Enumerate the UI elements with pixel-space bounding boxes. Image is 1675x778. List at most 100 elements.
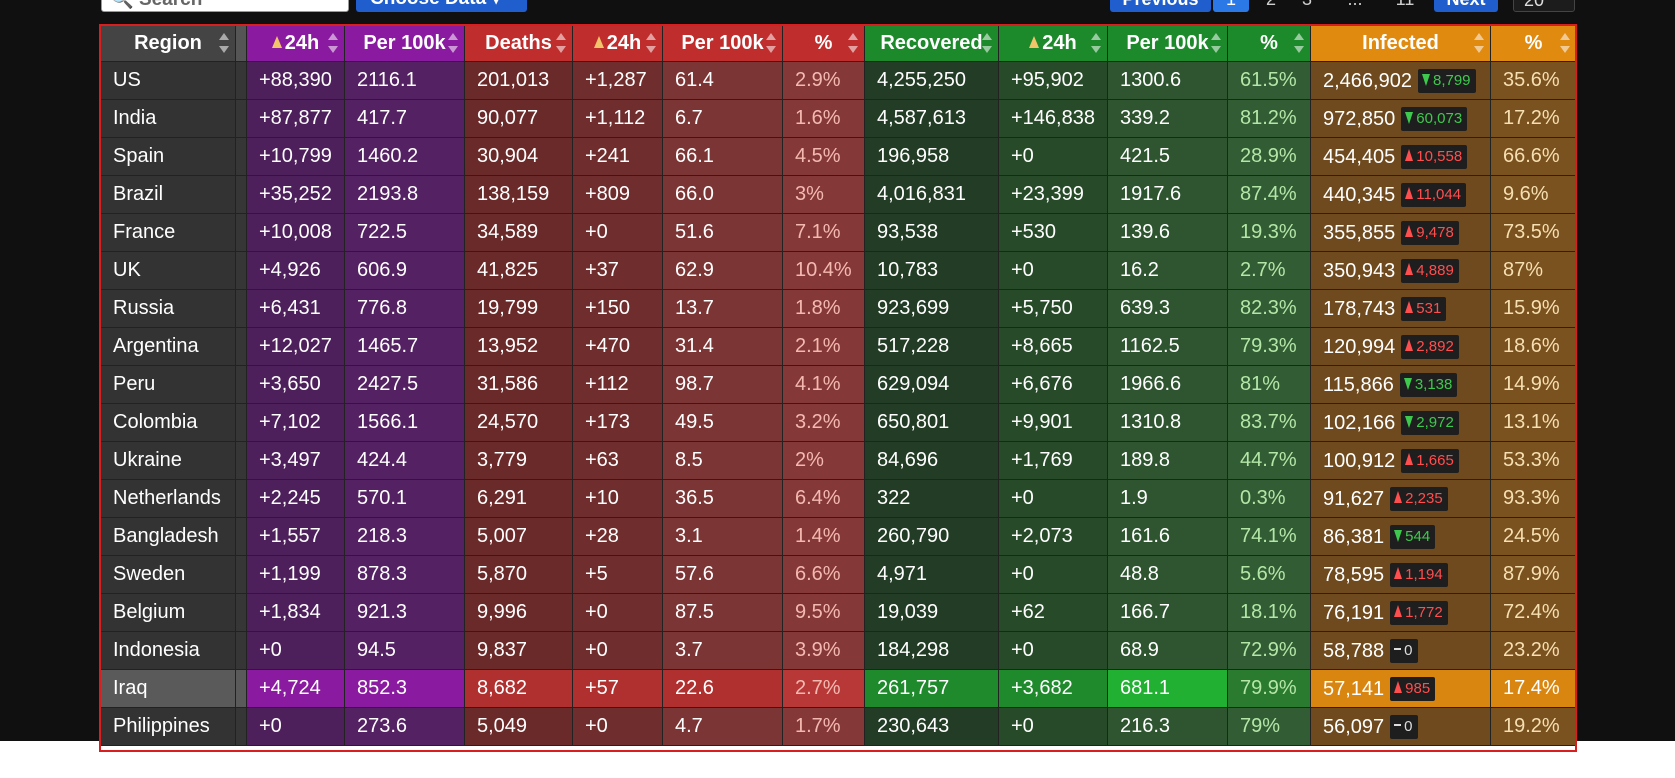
cell-cases-per-100k-value: 852.3 (357, 677, 408, 699)
search-input[interactable]: 🔍 Search (101, 0, 349, 12)
table-row[interactable]: Argentina +12,027 1465.7 13,952 +470 31.4 2.1%… (100, 327, 1576, 366)
cell-deaths-per-100k-value: 36.5 (675, 487, 714, 509)
cell-deaths-pct-value: 10.4% (795, 259, 852, 281)
cell-recovered-per-100k: 1310.8 (1107, 403, 1228, 442)
cell-infected: 76,191 1,772 (1310, 593, 1491, 632)
cell-cases-hidden (235, 441, 247, 480)
column-header-cases-hidden[interactable] (235, 24, 247, 62)
cell-deaths-pct-value: 6.4% (795, 487, 841, 509)
page-button[interactable]: 2 (1256, 0, 1286, 12)
sort-icon[interactable] (556, 33, 566, 53)
cell-deaths-24h: +1,112 (572, 99, 663, 138)
table-row[interactable]: Sweden +1,199 878.3 5,870 +5 57.6 6.6% 4,971 +0 4… (100, 555, 1576, 594)
cell-recovered: 10,783 (864, 251, 999, 290)
column-header-deaths-pct[interactable]: % (782, 24, 865, 62)
cell-deaths-24h-value: +63 (585, 449, 619, 471)
column-header-recovered-per-100k[interactable]: Per 100k (1107, 24, 1228, 62)
cell-recovered-value: 184,298 (877, 639, 950, 661)
cell-recovered-value: 230,643 (877, 715, 950, 737)
table-row[interactable]: France +10,008 722.5 34,589 +0 51.6 7.1% 93,538… (100, 213, 1576, 252)
table-row[interactable]: UK +4,926 606.9 41,825 +37 62.9 10.4% 10,783 +0 1… (100, 251, 1576, 290)
infected-change-badge: 2,972 (1401, 410, 1459, 435)
table-row[interactable]: Ukraine +3,497 424.4 3,779 +63 8.5 2% 84,696 +1,… (100, 441, 1576, 480)
cell-cases-per-100k: 94.5 (344, 631, 465, 670)
cell-deaths: 5,007 (464, 517, 573, 556)
table-row[interactable]: Bangladesh +1,557 218.3 5,007 +28 3.1 1.4% 260,… (100, 517, 1576, 556)
column-header-infected[interactable]: Infected (1310, 24, 1491, 62)
sort-icon[interactable] (646, 33, 656, 53)
sort-icon[interactable] (982, 33, 992, 53)
table-row[interactable]: Colombia +7,102 1566.1 24,570 +173 49.5 3.2% 65… (100, 403, 1576, 442)
cell-deaths-per-100k: 51.6 (662, 213, 783, 252)
sort-icon[interactable] (1211, 33, 1221, 53)
cell-region-value: India (113, 107, 157, 129)
sort-icon[interactable] (1560, 33, 1570, 53)
table-row[interactable]: Indonesia +0 94.5 9,837 +0 3.7 3.9% 184,298 +0 68… (100, 631, 1576, 670)
cell-recovered-pct: 18.1% (1227, 593, 1311, 632)
cell-deaths-value: 41,825 (477, 259, 539, 281)
sort-icon[interactable] (766, 33, 776, 53)
sort-icon[interactable] (1091, 33, 1101, 53)
cell-infected: 178,743 531 (1310, 289, 1491, 328)
cell-deaths-pct-value: 3.9% (795, 639, 841, 661)
table-row[interactable]: Brazil +35,252 2193.8 138,159 +809 66.0 3% 4,01… (100, 175, 1576, 214)
column-header-region[interactable]: Region (100, 24, 236, 62)
cell-deaths-value: 138,159 (477, 183, 550, 205)
sort-icon[interactable] (1474, 33, 1484, 53)
cell-cases-hidden (235, 669, 247, 708)
cell-recovered-per-100k-value: 339.2 (1120, 107, 1171, 129)
page-button-current[interactable]: 1 (1213, 0, 1249, 12)
column-header-recovered[interactable]: Recovered (864, 24, 999, 62)
cell-recovered: 4,587,613 (864, 99, 999, 138)
table-row[interactable]: US +88,390 2116.1 201,013 +1,287 61.4 2.9% 4,25… (100, 61, 1576, 100)
table-row[interactable]: Iraq +4,724 852.3 8,682 +57 22.6 2.7% 261,757 +3… (100, 669, 1576, 708)
table-row[interactable]: Peru +3,650 2427.5 31,586 +112 98.7 4.1% 629,09… (100, 365, 1576, 404)
cell-infected: 2,466,902 8,799 (1310, 61, 1491, 100)
cell-recovered-per-100k: 339.2 (1107, 99, 1228, 138)
cell-recovered-per-100k: 68.9 (1107, 631, 1228, 670)
table-row[interactable]: Philippines +0 273.6 5,049 +0 4.7 1.7% 230,643 +… (100, 707, 1576, 746)
cell-cases-24h-value: +7,102 (259, 411, 321, 433)
column-header-cases-24h[interactable]: 24h (246, 24, 345, 62)
table-row[interactable]: Netherlands +2,245 570.1 6,291 +10 36.5 6.4% 32… (100, 479, 1576, 518)
sort-icon[interactable] (848, 33, 858, 53)
page-size-select[interactable]: 20 (1513, 0, 1575, 12)
cell-infected-pct-value: 13.1% (1503, 411, 1560, 433)
page-button[interactable]: 11 (1390, 0, 1420, 12)
table-row[interactable]: Spain +10,799 1460.2 30,904 +241 66.1 4.5% 196,… (100, 137, 1576, 176)
sort-icon[interactable] (219, 33, 229, 53)
column-header-recovered-24h[interactable]: 24h (998, 24, 1108, 62)
column-header-deaths-24h[interactable]: 24h (572, 24, 663, 62)
table-row[interactable]: Belgium +1,834 921.3 9,996 +0 87.5 9.5% 19,039 +… (100, 593, 1576, 632)
sort-icon[interactable] (328, 33, 338, 53)
sort-icon[interactable] (448, 33, 458, 53)
cell-cases-hidden (235, 631, 247, 670)
cell-infected-pct-value: 17.2% (1503, 107, 1560, 129)
cell-region: Ukraine (100, 441, 236, 480)
column-header-infected-pct[interactable]: % (1490, 24, 1576, 62)
table-row[interactable]: Russia +6,431 776.8 19,799 +150 13.7 1.8% 923,6… (100, 289, 1576, 328)
cell-deaths-pct: 3.2% (782, 403, 865, 442)
cell-cases-24h: +7,102 (246, 403, 345, 442)
next-page-button[interactable]: Next (1434, 0, 1498, 12)
cell-recovered-per-100k-value: 161.6 (1120, 525, 1171, 547)
column-header-deaths[interactable]: Deaths (464, 24, 573, 62)
cell-recovered-per-100k-value: 421.5 (1120, 145, 1171, 167)
column-header-recovered-pct[interactable]: % (1227, 24, 1311, 62)
cell-recovered: 230,643 (864, 707, 999, 746)
cell-deaths-per-100k-value: 8.5 (675, 449, 703, 471)
infected-change-value: 60,073 (1416, 109, 1463, 127)
page-button[interactable]: 3 (1292, 0, 1322, 12)
sort-icon[interactable] (1294, 33, 1304, 53)
table-row[interactable]: India +87,877 417.7 90,077 +1,112 6.7 1.6% 4,58… (100, 99, 1576, 138)
cell-infected-pct-value: 24.5% (1503, 525, 1560, 547)
cell-deaths-24h: +37 (572, 251, 663, 290)
column-header-deaths-per-100k[interactable]: Per 100k (662, 24, 783, 62)
choose-data-button[interactable]: Choose Data ▾ (356, 0, 527, 12)
previous-page-button[interactable]: Previous (1110, 0, 1211, 12)
cell-cases-per-100k: 878.3 (344, 555, 465, 594)
cell-deaths-value: 5,007 (477, 525, 528, 547)
infected-change-badge: 2,235 (1390, 486, 1448, 511)
column-header-cases-per-100k[interactable]: Per 100k (344, 24, 465, 62)
cell-deaths-24h: +5 (572, 555, 663, 594)
